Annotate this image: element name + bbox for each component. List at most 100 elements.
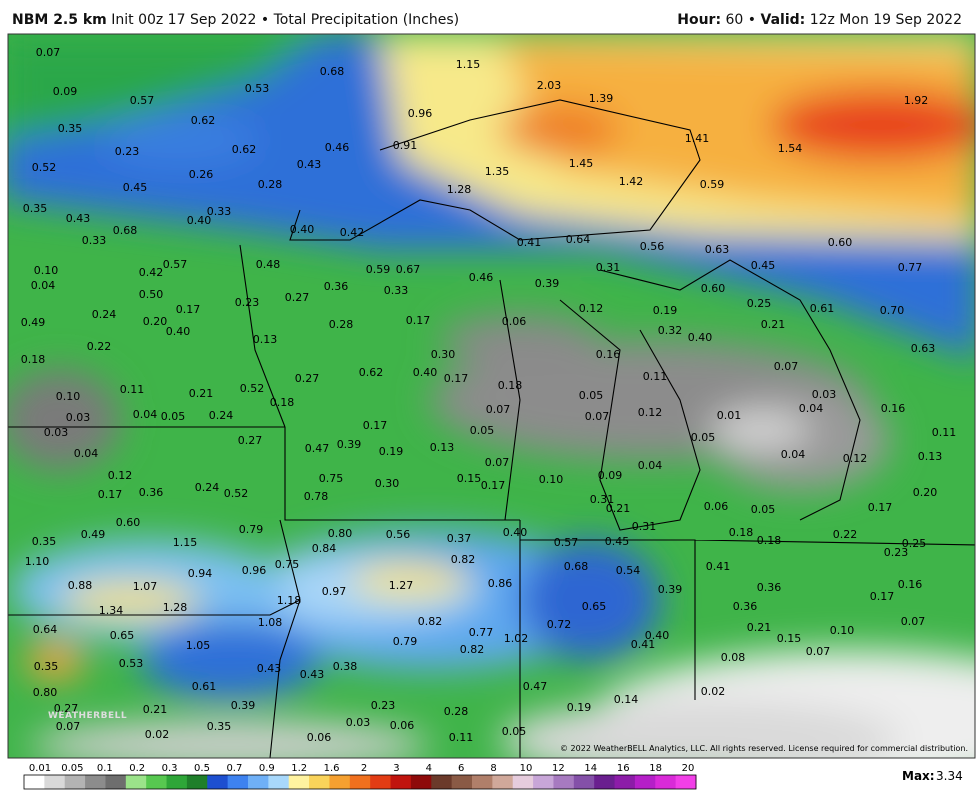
map-label: 0.28 (329, 318, 354, 331)
map-label: 0.07 (486, 403, 511, 416)
map-label: 0.84 (312, 542, 337, 555)
map-label: 0.31 (590, 493, 615, 506)
map-label: 0.17 (481, 479, 506, 492)
colorbar-swatch (533, 775, 554, 789)
map-label: 0.56 (640, 240, 665, 253)
colorbar-tick-label: 12 (552, 763, 565, 774)
map-label: 1.05 (186, 639, 211, 652)
map-label: 1.42 (619, 175, 644, 188)
colorbar-tick-label: 2 (361, 763, 367, 774)
colorbar-tick-label: 6 (458, 763, 464, 774)
colorbar-swatch (573, 775, 595, 789)
map-label: 0.36 (139, 486, 164, 499)
map-label: 0.52 (32, 161, 57, 174)
map-label: 0.30 (375, 477, 400, 490)
map-label: 0.49 (21, 316, 46, 329)
map-label: 0.21 (606, 502, 631, 515)
map-label: 0.94 (188, 567, 213, 580)
map-label: 0.23 (371, 699, 396, 712)
map-label: 0.11 (932, 426, 957, 439)
map-label: 0.06 (390, 719, 415, 732)
map-label: 0.11 (643, 370, 668, 383)
map-label: 0.79 (239, 523, 264, 536)
max-label: Max: (902, 769, 935, 783)
map-label: 0.04 (74, 447, 99, 460)
map-label: 0.39 (658, 583, 683, 596)
map-label: 0.17 (98, 488, 123, 501)
map-label: 0.43 (66, 212, 91, 225)
map-label: 0.18 (270, 396, 295, 409)
map-label: 0.31 (632, 520, 657, 533)
map-label: 0.79 (393, 635, 418, 648)
map-label: 0.07 (36, 46, 61, 59)
colorbar: 0.01 0.05 0.1 0.2 0.3 0.5 0.7 0.9 1.2 1.6 2 3 4 6 8 10 1… (23, 763, 697, 790)
map-label: 0.41 (517, 236, 542, 249)
map-label: 0.72 (547, 618, 572, 631)
map-label: 0.20 (913, 486, 938, 499)
colorbar-swatch (472, 775, 493, 789)
header-left: NBM 2.5 km Init 00z 17 Sep 2022 • Total … (12, 12, 459, 28)
map-label: 0.35 (58, 122, 83, 135)
map-label: 0.36 (324, 280, 349, 293)
map-label: 0.97 (322, 585, 347, 598)
copyright: © 2022 WeatherBELL Analytics, LLC. All r… (560, 744, 968, 753)
model: NBM 2.5 km (12, 12, 107, 28)
map-label: 0.24 (195, 481, 220, 494)
map-label: 2.03 (537, 79, 562, 92)
map-label: 0.31 (596, 261, 621, 274)
map-label: 0.18 (21, 353, 46, 366)
map-label: 0.75 (319, 472, 344, 485)
map-label: 1.15 (456, 58, 481, 71)
colorbar-swatch (349, 775, 371, 789)
colorbar-swatch (268, 775, 290, 789)
map-label: 0.61 (810, 302, 835, 315)
map-label: 0.53 (245, 82, 270, 95)
map-frame (7, 33, 976, 759)
map-label: 0.04 (638, 459, 663, 472)
map-label: 0.17 (176, 303, 201, 316)
map-label: 0.75 (275, 558, 300, 571)
map-label: 0.35 (32, 535, 57, 548)
map-label: 0.02 (701, 685, 726, 698)
map-label: 0.25 (747, 297, 772, 310)
precip-field (8, 34, 975, 758)
map-label: 0.48 (256, 258, 281, 271)
colorbar-tick-label: 16 (617, 763, 630, 774)
colorbar-swatch (492, 775, 514, 789)
map-label: 0.04 (799, 402, 824, 415)
map-label: 1.34 (99, 604, 124, 617)
map-label: 0.12 (843, 452, 868, 465)
map-label: 0.13 (253, 333, 278, 346)
map-label: 0.40 (290, 223, 315, 236)
colorbar-swatch (309, 775, 330, 789)
map-label: 0.15 (777, 632, 802, 645)
colorbar-swatch (512, 775, 534, 789)
map-label: 0.59 (366, 263, 391, 276)
colorbar-swatch (329, 775, 351, 789)
map-label: 0.60 (701, 282, 726, 295)
colorbar-swatch (410, 775, 432, 789)
map-label: 0.18 (757, 534, 782, 547)
map-label: 0.09 (53, 85, 78, 98)
map-label: 0.56 (386, 528, 411, 541)
map-label: 0.05 (579, 389, 604, 402)
colorbar-swatch (370, 775, 392, 789)
map-label: 0.43 (297, 158, 322, 171)
map-label: 0.36 (757, 581, 782, 594)
colorbar-swatch (207, 775, 229, 789)
colorbar-tick-label: 14 (584, 763, 597, 774)
map-label: 0.03 (44, 426, 69, 439)
map-label: 0.05 (161, 410, 186, 423)
map-label: 1.02 (504, 632, 529, 645)
map-label: 0.40 (187, 214, 212, 227)
map-label: 0.43 (300, 668, 325, 681)
map-label: 0.40 (645, 629, 670, 642)
map-label: 0.28 (444, 705, 469, 718)
map-label: 0.47 (305, 442, 330, 455)
map-label: 0.09 (598, 469, 623, 482)
colorbar-tick-label: 8 (490, 763, 496, 774)
map-label: 0.35 (23, 202, 48, 215)
map-label: 1.39 (589, 92, 614, 105)
map-label: 0.06 (704, 500, 729, 513)
